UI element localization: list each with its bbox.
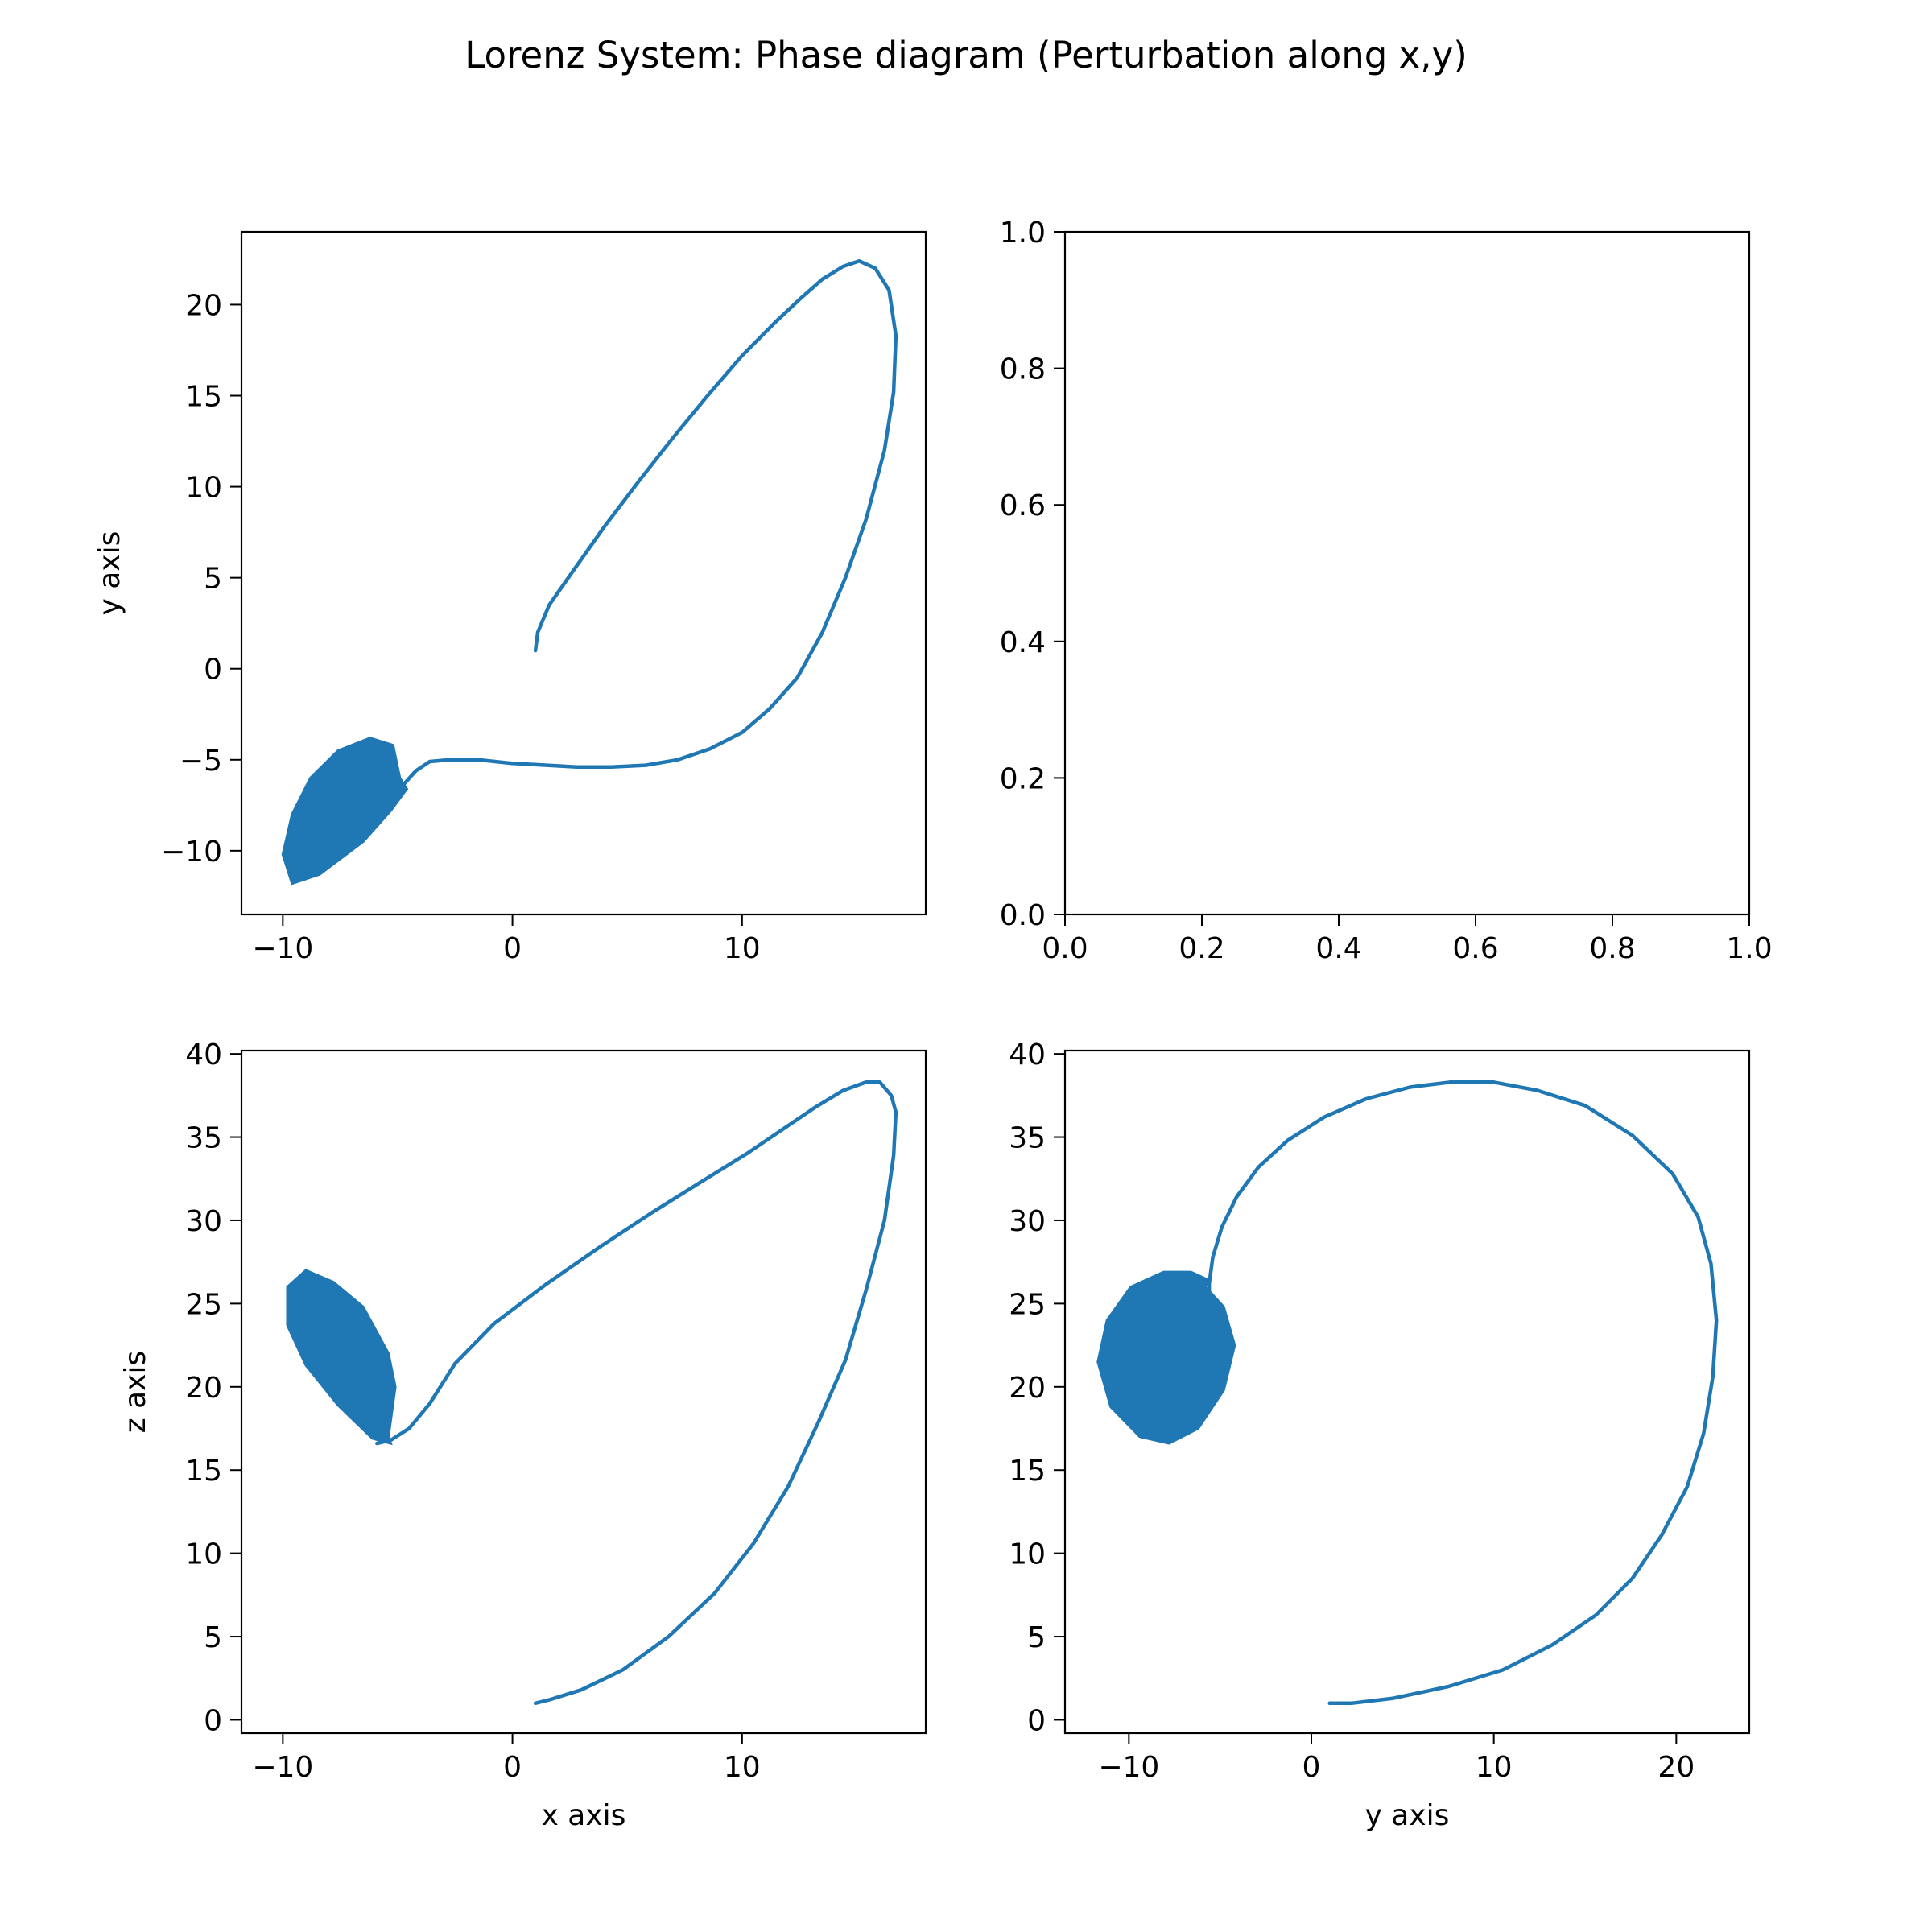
y-tick-label: 30 bbox=[1009, 1205, 1046, 1238]
y-tick-label: 5 bbox=[204, 563, 222, 596]
y-tick-label: 15 bbox=[185, 381, 222, 414]
y-tick-label: 10 bbox=[1009, 1538, 1046, 1571]
x-tick-label: 0.4 bbox=[1315, 932, 1361, 965]
series-group bbox=[286, 1080, 898, 1706]
subplot-xz: −10 0 10 0 5 10 15 20 25 30 35 40 x axis z axis bbox=[119, 1038, 927, 1832]
series-group bbox=[1096, 1080, 1719, 1706]
y-axis-label: y axis bbox=[93, 531, 126, 616]
y-tick-label: 25 bbox=[185, 1288, 222, 1321]
y-tick-label: 35 bbox=[1009, 1122, 1046, 1155]
y-tick-label: 40 bbox=[185, 1038, 222, 1071]
axes-frame bbox=[240, 230, 927, 916]
axes-frame bbox=[240, 1049, 927, 1735]
x-tick-label: −10 bbox=[252, 1751, 313, 1784]
series-group bbox=[281, 258, 898, 886]
y-tick-label: 30 bbox=[185, 1205, 222, 1238]
y-tick-label: 20 bbox=[185, 289, 222, 322]
y-tick-label: 0.0 bbox=[1000, 899, 1046, 932]
x-tick-label: 0.6 bbox=[1452, 932, 1498, 965]
x-tick-label: 10 bbox=[1476, 1751, 1513, 1784]
x-axis-label: x axis bbox=[542, 1799, 626, 1832]
trajectory-line-xy bbox=[389, 258, 898, 802]
x-tick-label: 0 bbox=[503, 932, 522, 965]
x-tick-label: −10 bbox=[252, 932, 313, 965]
x-tick-label: 0 bbox=[503, 1751, 522, 1784]
y-tick-label: 20 bbox=[185, 1372, 222, 1405]
attractor-fill-xy bbox=[281, 737, 409, 886]
x-tick-label: 1.0 bbox=[1726, 932, 1772, 965]
trajectory-line-xz bbox=[375, 1080, 898, 1706]
y-tick-label: 35 bbox=[185, 1122, 222, 1155]
y-tick-label: 0 bbox=[1027, 1704, 1046, 1737]
y-tick-label: 25 bbox=[1009, 1288, 1046, 1321]
axes-frame bbox=[1063, 1049, 1751, 1735]
y-tick-label: 0.2 bbox=[1000, 762, 1046, 795]
y-tick-label: 15 bbox=[1009, 1455, 1046, 1488]
axes-frame bbox=[1063, 230, 1751, 916]
x-tick-label: 0.0 bbox=[1042, 932, 1088, 965]
x-tick-label: 20 bbox=[1657, 1751, 1695, 1784]
attractor-fill-xz bbox=[286, 1269, 397, 1446]
y-tick-label: 0 bbox=[204, 654, 222, 687]
x-tick-label: 10 bbox=[724, 1751, 761, 1784]
y-tick-label: 15 bbox=[185, 1455, 222, 1488]
y-tick-label: 0 bbox=[204, 1704, 222, 1737]
x-tick-label: −10 bbox=[1098, 1751, 1159, 1784]
y-tick-label: 10 bbox=[185, 1538, 222, 1571]
trajectory-line-yz bbox=[1207, 1080, 1719, 1706]
x-tick-label: 0 bbox=[1302, 1751, 1321, 1784]
y-tick-label: 40 bbox=[1009, 1038, 1046, 1071]
y-tick-label: 0.4 bbox=[1000, 626, 1046, 659]
x-axis-label: y axis bbox=[1365, 1799, 1450, 1832]
figure-title: Lorenz System: Phase diagram (Perturbati… bbox=[464, 34, 1468, 76]
y-axis-label: z axis bbox=[119, 1351, 152, 1433]
subplot-empty: 0.0 0.2 0.4 0.6 0.8 1.0 0.0 0.2 0.4 0.6 0.8 1.0 bbox=[1000, 217, 1773, 965]
y-tick-label: 5 bbox=[204, 1621, 222, 1654]
y-tick-label: −5 bbox=[180, 745, 222, 778]
attractor-fill-yz bbox=[1096, 1270, 1236, 1445]
subplot-xy: −10 0 10 −10 −5 0 5 10 15 20 y axis bbox=[93, 230, 927, 965]
subplot-yz: −10 0 10 20 0 5 10 15 20 25 30 35 40 y axis bbox=[1009, 1038, 1751, 1832]
y-tick-label: 0.6 bbox=[1000, 489, 1046, 522]
y-tick-label: −10 bbox=[161, 836, 222, 869]
y-tick-label: 1.0 bbox=[1000, 217, 1046, 250]
x-tick-label: 0.2 bbox=[1179, 932, 1224, 965]
y-tick-label: 10 bbox=[185, 472, 222, 505]
y-tick-label: 5 bbox=[1027, 1621, 1046, 1654]
y-tick-label: 20 bbox=[1009, 1372, 1046, 1405]
x-tick-label: 0.8 bbox=[1589, 932, 1635, 965]
y-tick-label: 0.8 bbox=[1000, 353, 1046, 386]
x-tick-label: 10 bbox=[724, 932, 761, 965]
